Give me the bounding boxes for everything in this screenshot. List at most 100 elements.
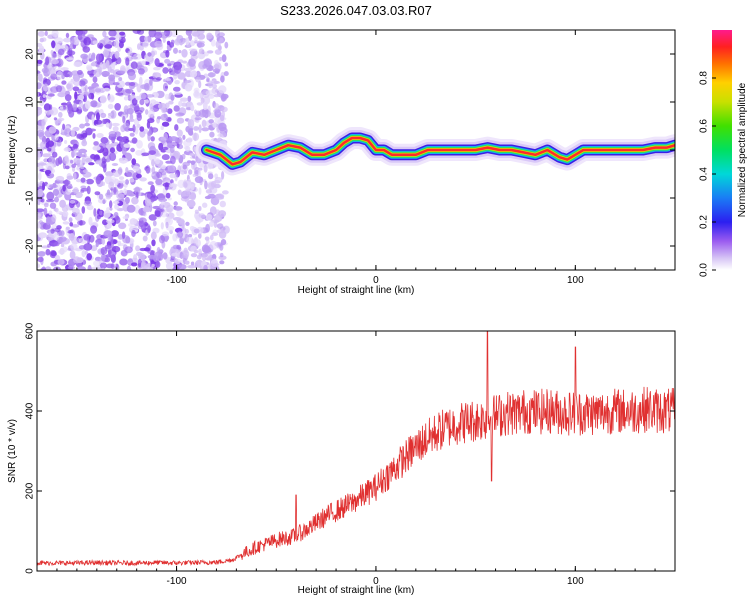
noise-speckle <box>81 85 85 94</box>
noise-speckle <box>150 197 155 203</box>
spectrogram-xlabel: Height of straight line (km) <box>298 285 415 296</box>
noise-speckle <box>207 182 216 190</box>
noise-speckle <box>54 196 59 203</box>
noise-speckle <box>51 53 58 59</box>
noise-speckle <box>160 222 164 230</box>
noise-speckle <box>50 73 58 80</box>
noise-speckle <box>135 245 141 252</box>
colorbar-tick-label: 0.6 <box>699 119 710 133</box>
noise-speckle <box>43 207 48 216</box>
noise-speckle <box>65 32 70 39</box>
noise-speckle <box>193 126 199 131</box>
noise-speckle <box>149 103 154 111</box>
noise-speckle <box>173 201 178 206</box>
noise-speckle <box>169 136 178 142</box>
noise-speckle <box>133 254 138 262</box>
noise-speckle <box>100 247 108 255</box>
noise-speckle <box>57 156 63 165</box>
colorbar-tick-label: 0.0 <box>699 263 710 277</box>
noise-speckle <box>208 221 215 227</box>
noise-speckle <box>70 36 75 46</box>
noise-speckle <box>95 160 102 165</box>
noise-speckle <box>37 223 41 229</box>
noise-speckle <box>37 107 43 116</box>
noise-speckle <box>144 247 151 252</box>
noise-speckle <box>114 178 119 186</box>
noise-speckle <box>79 123 85 129</box>
noise-speckle <box>148 150 156 156</box>
noise-speckle <box>153 128 157 133</box>
noise-speckle <box>176 117 185 124</box>
noise-speckle <box>162 182 171 187</box>
noise-speckle <box>60 243 65 248</box>
noise-speckle <box>186 199 196 208</box>
noise-speckle <box>162 37 166 43</box>
noise-speckle <box>185 37 190 46</box>
noise-speckle <box>122 115 126 124</box>
noise-speckle <box>88 92 94 100</box>
noise-speckle <box>201 119 207 128</box>
noise-speckle <box>101 70 110 77</box>
noise-speckle <box>186 187 191 197</box>
noise-speckle <box>98 142 107 149</box>
noise-speckle <box>87 264 92 270</box>
noise-speckle <box>67 265 75 270</box>
snr-ytick-label: 600 <box>25 322 36 339</box>
snr-series-line <box>37 331 675 567</box>
noise-speckle <box>129 218 137 225</box>
noise-speckle <box>112 82 120 86</box>
noise-speckle <box>129 132 135 137</box>
noise-speckle <box>224 41 229 49</box>
noise-speckle <box>213 80 220 84</box>
noise-speckle <box>195 110 202 117</box>
noise-speckle <box>101 238 106 245</box>
noise-speckle <box>111 122 120 127</box>
noise-speckle <box>151 159 155 167</box>
noise-speckle <box>160 113 169 121</box>
noise-speckle <box>68 233 75 241</box>
noise-speckle <box>190 253 198 258</box>
noise-speckle <box>105 171 114 177</box>
noise-speckle <box>167 165 176 173</box>
noise-speckle <box>182 134 186 140</box>
noise-speckle <box>83 243 93 251</box>
noise-speckle <box>119 258 128 266</box>
noise-speckle <box>86 204 94 211</box>
noise-speckle <box>202 101 208 111</box>
noise-speckle <box>219 56 223 62</box>
noise-speckle <box>135 95 141 101</box>
noise-speckle <box>187 95 192 102</box>
noise-speckle <box>115 92 124 96</box>
noise-speckle <box>161 231 169 237</box>
noise-speckle <box>165 216 171 224</box>
noise-speckle <box>210 39 216 47</box>
noise-speckle <box>154 153 161 157</box>
noise-speckle <box>161 121 170 127</box>
noise-speckle <box>214 176 223 184</box>
snr-ytick-label: 0 <box>25 568 36 574</box>
noise-speckle <box>48 210 53 216</box>
noise-speckle <box>152 72 157 79</box>
noise-speckle <box>70 243 78 251</box>
noise-speckle <box>54 133 59 141</box>
noise-speckle <box>177 264 187 270</box>
noise-speckle <box>121 147 127 156</box>
noise-speckle <box>168 100 174 105</box>
noise-speckle <box>174 80 180 85</box>
noise-speckle <box>92 145 101 151</box>
noise-speckle <box>174 38 182 46</box>
noise-speckle <box>56 210 63 215</box>
noise-speckle <box>84 122 90 127</box>
noise-speckle <box>221 54 227 63</box>
noise-speckle <box>45 248 51 256</box>
noise-speckle <box>181 49 188 58</box>
noise-speckle <box>37 208 45 213</box>
noise-speckle <box>140 262 149 270</box>
noise-speckle <box>144 61 150 65</box>
noise-speckle <box>78 101 84 108</box>
noise-speckle <box>102 49 110 58</box>
noise-speckle <box>175 112 185 117</box>
noise-speckle <box>68 110 75 118</box>
noise-speckle <box>177 72 186 80</box>
noise-speckle <box>213 109 221 114</box>
